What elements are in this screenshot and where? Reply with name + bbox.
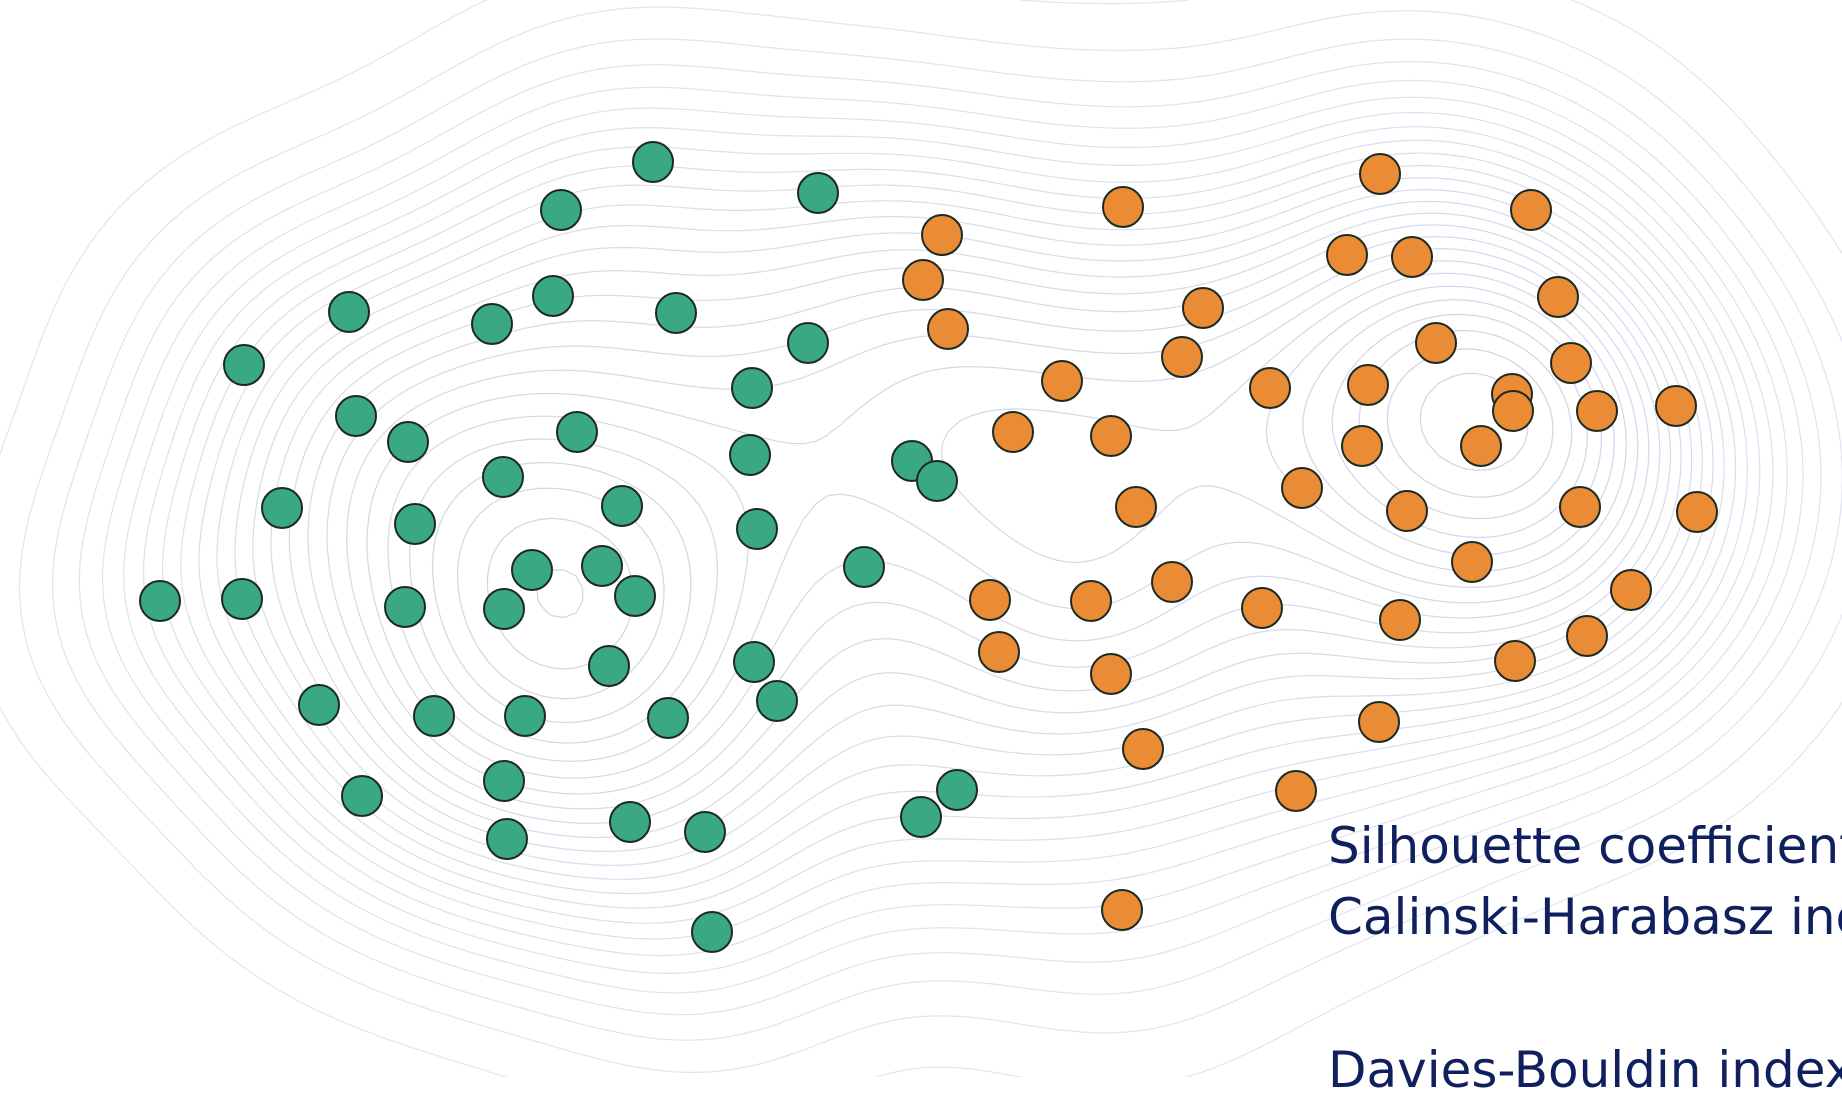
cluster-a-point	[633, 142, 673, 182]
cluster-b-point	[1656, 386, 1696, 426]
cluster-a-point	[484, 589, 524, 629]
cluster-b-point	[1359, 702, 1399, 742]
cluster-b-point	[1348, 365, 1388, 405]
cluster-a-point	[610, 802, 650, 842]
cluster-a-point	[582, 546, 622, 586]
cluster-a-point	[484, 761, 524, 801]
cluster-a-point	[656, 293, 696, 333]
silhouette-coefficient-label: Silhouette coefficient	[1328, 816, 1842, 876]
cluster-a-point	[505, 696, 545, 736]
cluster-b-point	[1071, 581, 1111, 621]
cluster-b-point	[1551, 343, 1591, 383]
cluster-a-point	[299, 685, 339, 725]
contour-line	[271, 201, 1692, 851]
cluster-b-point	[970, 580, 1010, 620]
cluster-b-point	[1123, 729, 1163, 769]
cluster-a-point	[262, 488, 302, 528]
cluster-b-point	[1416, 323, 1456, 363]
cluster-b-point	[1461, 426, 1501, 466]
cluster-b-point	[1380, 600, 1420, 640]
cluster-b-point	[1183, 288, 1223, 328]
cluster-b-point	[1162, 337, 1202, 377]
cluster-a-point	[483, 457, 523, 497]
cluster-b-point	[1538, 277, 1578, 317]
cluster-b-point	[1567, 616, 1607, 656]
cluster-b-point	[1042, 361, 1082, 401]
cluster-a-point	[615, 576, 655, 616]
cluster-b-point	[1560, 487, 1600, 527]
cluster-a-point	[730, 435, 770, 475]
cluster-a-point	[917, 461, 957, 501]
cluster-b-point	[1102, 890, 1142, 930]
cluster-b-point	[979, 632, 1019, 672]
cluster-b-point	[1282, 468, 1322, 508]
cluster-a-point	[336, 396, 376, 436]
cluster-a-point	[487, 819, 527, 859]
cluster-a-point	[224, 345, 264, 385]
cluster-b-point	[1250, 368, 1290, 408]
cluster-b-point	[1387, 491, 1427, 531]
cluster-a-point	[732, 368, 772, 408]
cluster-b-point	[1103, 187, 1143, 227]
cluster-b-point	[1360, 154, 1400, 194]
cluster-a-point	[798, 173, 838, 213]
calinski-harabasz-label: Calinski-Harabasz index	[1328, 887, 1842, 947]
cluster-a-point	[692, 912, 732, 952]
cluster-a-point	[222, 579, 262, 619]
cluster-b-point	[1342, 426, 1382, 466]
cluster-b-point	[1091, 654, 1131, 694]
cluster-a-point	[589, 646, 629, 686]
cluster-b-point	[1152, 562, 1192, 602]
cluster-a-point	[937, 770, 977, 810]
cluster-a-point	[140, 581, 180, 621]
cluster-a-point	[788, 323, 828, 363]
cluster-b-point	[1677, 492, 1717, 532]
cluster-b-point	[1116, 487, 1156, 527]
cluster-a-point	[472, 304, 512, 344]
cluster-a-point	[602, 486, 642, 526]
cluster-a-point	[533, 276, 573, 316]
cluster-b-point	[903, 260, 943, 300]
davies-bouldin-label: Davies-Bouldin index	[1328, 1040, 1842, 1100]
cluster-a-point	[685, 812, 725, 852]
cluster-b-point	[1452, 542, 1492, 582]
contour-line	[235, 178, 1713, 880]
cluster-b-point	[1091, 416, 1131, 456]
cluster-b-point	[922, 215, 962, 255]
cluster-b-point	[1511, 190, 1551, 230]
cluster-b-point	[1493, 391, 1533, 431]
cluster-a-point	[844, 547, 884, 587]
cluster-b-point	[1276, 771, 1316, 811]
cluster-b-point	[1242, 588, 1282, 628]
cluster-a-point	[414, 696, 454, 736]
cluster-b-point	[993, 412, 1033, 452]
cluster-a-point	[342, 776, 382, 816]
cluster-b-point	[1392, 237, 1432, 277]
cluster-a-point	[329, 292, 369, 332]
cluster-a-point	[395, 504, 435, 544]
cluster-a-point	[734, 642, 774, 682]
cluster-a-point	[541, 190, 581, 230]
cluster-b-point	[1495, 641, 1535, 681]
cluster-b-point	[1327, 235, 1367, 275]
cluster-a-point	[385, 587, 425, 627]
cluster-b-point	[1611, 570, 1651, 610]
cluster-a-point	[757, 681, 797, 721]
cluster-a-point	[648, 698, 688, 738]
contour-line	[253, 190, 1702, 866]
cluster-b-point	[928, 309, 968, 349]
cluster-a-point	[388, 422, 428, 462]
cluster-a-point	[512, 550, 552, 590]
cluster-a-point	[557, 412, 597, 452]
cluster-a-point	[737, 509, 777, 549]
cluster-a-point	[901, 797, 941, 837]
cluster-b-point	[1577, 391, 1617, 431]
